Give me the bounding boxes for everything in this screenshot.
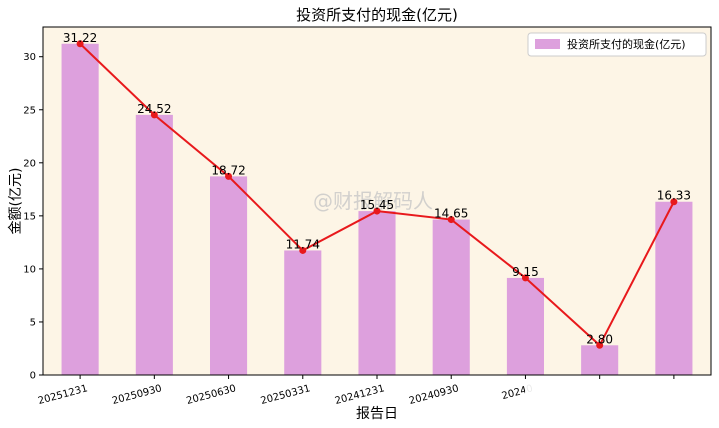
line-point	[76, 40, 84, 48]
x-tick-label: 20251231	[37, 383, 89, 407]
x-axis: 20251231 20250930 20250630 20250331 20241231…	[37, 375, 715, 407]
line-point	[373, 207, 381, 215]
data-label: 14.65	[434, 207, 468, 221]
bar	[210, 176, 248, 375]
y-tick-label: 5	[30, 317, 36, 328]
legend: 投资所支付的现金(亿元)	[527, 32, 707, 57]
data-label: 15.45	[360, 198, 394, 212]
bar	[284, 250, 322, 375]
legend-swatch	[535, 39, 560, 49]
y-tick-label: 15	[23, 211, 36, 222]
data-label: 11.74	[286, 237, 320, 251]
line-group	[76, 40, 678, 349]
line-point	[225, 172, 233, 180]
x-tick-label: 20241231	[334, 383, 386, 407]
x-tick-label: 20250930	[111, 383, 163, 407]
bar	[135, 114, 173, 375]
bars-group	[61, 43, 693, 375]
chart-title: 投资所支付的现金(亿元)	[296, 6, 458, 24]
data-label: 31.22	[63, 31, 97, 45]
line-point	[596, 341, 604, 349]
data-labels-group: 31.22 24.52 18.72 11.74 15.45 14.65 9.15 2.80 16…	[63, 31, 691, 347]
watermark: @财报解码人	[313, 189, 433, 213]
legend-box	[527, 32, 707, 57]
x-axis-label: 报告日	[356, 406, 398, 422]
y-tick-label: 20	[23, 158, 36, 169]
bar	[506, 277, 544, 375]
bar	[61, 43, 99, 375]
line-point	[150, 111, 158, 119]
data-label: 16.33	[657, 189, 691, 203]
y-tick-label: 30	[23, 52, 36, 63]
data-label: 2.80	[586, 332, 613, 346]
y-tick-label: 25	[23, 105, 36, 116]
bar	[655, 201, 693, 375]
data-label: 24.52	[137, 102, 171, 116]
y-axis-label: 金额(亿元)	[8, 168, 24, 235]
line-point	[521, 274, 529, 282]
legend-entry: 投资所支付的现金(亿元)	[567, 37, 686, 51]
y-tick-label: 10	[23, 264, 36, 275]
line-point	[447, 216, 455, 224]
bar	[358, 211, 396, 375]
y-tick-label: 0	[30, 371, 36, 382]
x-labels-overlay	[525, 380, 715, 406]
data-label: 9.15	[512, 265, 539, 279]
line-point	[299, 246, 307, 254]
bar	[432, 219, 470, 375]
line-point	[670, 198, 678, 206]
x-tick-label: 20250630	[185, 383, 237, 407]
data-label: 18.72	[211, 163, 245, 177]
y-axis: 0 5 10 15 20 25 30	[23, 52, 43, 382]
x-tick-label: 20250331	[260, 383, 312, 407]
bar	[581, 345, 619, 375]
x-tick-label: 20240930	[408, 383, 460, 407]
